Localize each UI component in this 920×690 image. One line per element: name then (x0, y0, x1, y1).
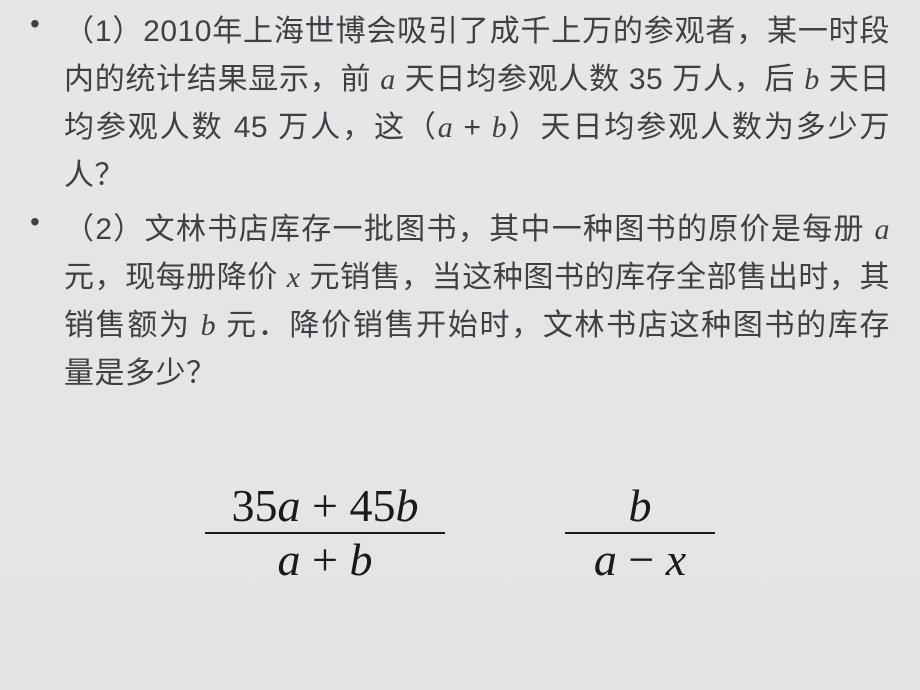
formula-2-denominator: a − x (586, 534, 694, 586)
problem-2-num: （2） (64, 213, 145, 246)
problem-list: （1）2010年上海世博会吸引了成千上万的参观者，某一时段内的统计结果显示，前 … (0, 0, 920, 398)
formula-1-denominator: a + b (270, 534, 381, 586)
problem-2-body: 文林书店库存一批图书，其中一种图书的原价是每册 a 元，现每册降价 x 元销售，… (64, 213, 890, 390)
problem-item-2: （2）文林书店库存一批图书，其中一种图书的原价是每册 a 元，现每册降价 x 元… (24, 206, 890, 398)
formula-row: 35a + 45b a + b b a − x (0, 480, 920, 587)
problem-1-text: （1）2010年上海世博会吸引了成千上万的参观者，某一时段内的统计结果显示，前 … (64, 8, 890, 200)
problem-1-body: 2010年上海世博会吸引了成千上万的参观者，某一时段内的统计结果显示，前 a 天… (64, 15, 890, 192)
problem-item-1: （1）2010年上海世博会吸引了成千上万的参观者，某一时段内的统计结果显示，前 … (24, 8, 890, 200)
formula-1: 35a + 45b a + b (205, 480, 445, 587)
formula-2-numerator: b (621, 480, 660, 532)
problem-2-text: （2）文林书店库存一批图书，其中一种图书的原价是每册 a 元，现每册降价 x 元… (64, 206, 890, 398)
problem-1-num: （1） (64, 15, 143, 48)
formula-1-numerator: 35a + 45b (224, 480, 427, 532)
formula-2: b a − x (565, 480, 715, 587)
